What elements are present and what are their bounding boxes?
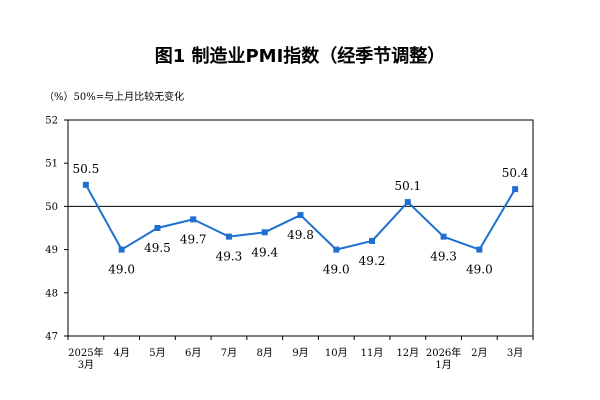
data-label: 49.7 bbox=[180, 232, 207, 246]
x-tick-label-line: 2月 bbox=[471, 347, 487, 359]
y-tick-label: 49 bbox=[45, 245, 58, 256]
x-tick-label: 11月 bbox=[361, 347, 384, 359]
y-tick-label: 52 bbox=[45, 116, 58, 127]
x-tick-label-line: 3月 bbox=[78, 359, 94, 371]
data-label: 50.1 bbox=[394, 179, 421, 193]
data-label: 50.4 bbox=[502, 166, 529, 180]
data-point-marker bbox=[190, 216, 197, 223]
x-tick-label-line: 2026年 bbox=[426, 346, 461, 359]
x-tick-label-line: 7月 bbox=[221, 347, 237, 359]
series-line-layer bbox=[82, 181, 519, 253]
x-tick-label-line: 4月 bbox=[113, 347, 129, 359]
data-point-marker bbox=[404, 199, 411, 206]
x-tick-label: 6月 bbox=[185, 347, 201, 359]
data-label: 49.3 bbox=[430, 250, 457, 264]
data-point-marker bbox=[476, 246, 483, 253]
y-tick-label: 50 bbox=[45, 202, 58, 213]
data-point-marker bbox=[297, 212, 304, 219]
chart-title: 图1 制造业PMI指数（经季节调整） bbox=[155, 45, 446, 67]
data-label: 49.0 bbox=[108, 263, 135, 277]
data-point-marker bbox=[154, 225, 161, 231]
data-point-marker bbox=[440, 233, 447, 240]
x-tick-label: 10月 bbox=[325, 347, 348, 359]
y-tick-label: 51 bbox=[45, 159, 58, 170]
x-tick-label: 2025年 3月 bbox=[68, 346, 103, 371]
data-label: 49.5 bbox=[144, 241, 171, 255]
x-tick-label: 5月 bbox=[149, 347, 165, 359]
data-point-marker bbox=[512, 186, 519, 193]
x-tick-label-line: 11月 bbox=[361, 347, 384, 359]
data-label: 49.4 bbox=[251, 245, 278, 259]
x-tick-label: 8月 bbox=[257, 347, 273, 359]
data-point-marker bbox=[82, 181, 89, 188]
x-tick-label-line: 8月 bbox=[257, 347, 273, 359]
data-point-marker bbox=[369, 237, 376, 244]
y-tick-label: 48 bbox=[45, 288, 58, 299]
x-tick-label-line: 12月 bbox=[396, 347, 419, 359]
data-label: 49.8 bbox=[287, 228, 314, 242]
x-tick-label: 12月 bbox=[396, 347, 419, 359]
data-point-marker bbox=[225, 233, 232, 240]
data-label: 49.2 bbox=[359, 254, 386, 268]
x-tick-label: 9月 bbox=[292, 347, 308, 359]
x-tick-label-line: 1月 bbox=[435, 359, 451, 371]
data-label: 49.3 bbox=[216, 250, 243, 264]
unit-note: （%）50%=与上月比较无变化 bbox=[44, 90, 184, 103]
x-tick-label: 4月 bbox=[113, 347, 129, 359]
x-tick-label-line: 5月 bbox=[149, 347, 165, 359]
plot-frame bbox=[67, 119, 534, 337]
y-tick-label: 47 bbox=[45, 332, 58, 343]
x-tick-label-line: 6月 bbox=[185, 347, 201, 359]
data-labels: 50.5 49.0 49.5 49.7 49.3 49.4 49.8 49.0 49.2 50.1… bbox=[73, 162, 529, 277]
x-tick-label: 7月 bbox=[221, 347, 237, 359]
data-point-marker bbox=[261, 229, 268, 236]
data-point-marker bbox=[333, 246, 340, 253]
data-label: 49.0 bbox=[466, 263, 493, 277]
x-tick-label-line: 10月 bbox=[325, 347, 348, 359]
x-tick-label: 2月 bbox=[471, 347, 487, 359]
data-label: 49.0 bbox=[323, 263, 350, 277]
x-tick-label: 2026年 1月 bbox=[426, 346, 461, 371]
x-tick-label-line: 9月 bbox=[292, 347, 308, 359]
x-tick-label-line: 2025年 bbox=[68, 346, 103, 359]
x-tick-label-line: 3月 bbox=[507, 347, 523, 359]
data-label: 50.5 bbox=[73, 162, 100, 176]
data-point-marker bbox=[118, 246, 125, 253]
x-tick-label: 3月 bbox=[507, 347, 523, 359]
